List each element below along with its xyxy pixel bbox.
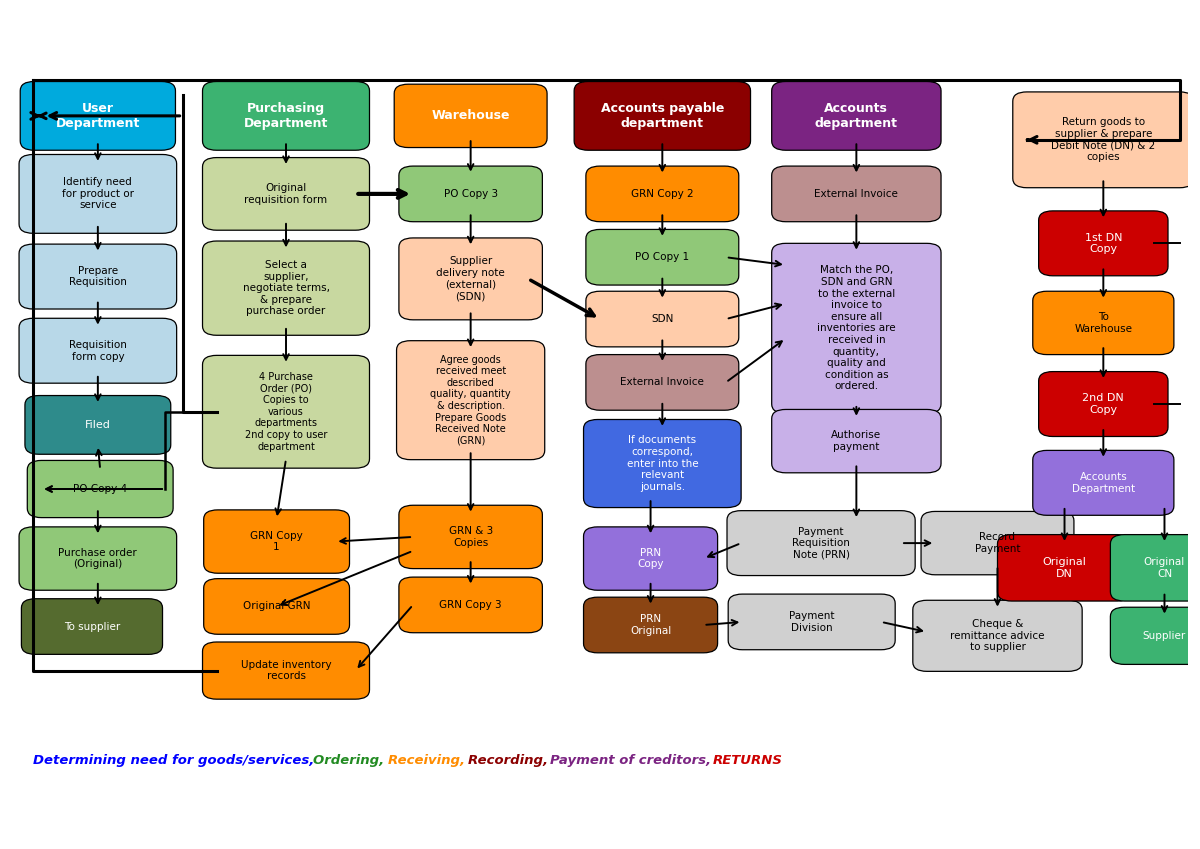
Text: GRN Copy 2: GRN Copy 2: [631, 188, 694, 199]
Text: Ordering,: Ordering,: [313, 755, 389, 767]
FancyBboxPatch shape: [203, 356, 370, 468]
Text: Update inventory
records: Update inventory records: [241, 660, 331, 682]
Text: Agree goods
received meet
described
quality, quantity
& description.
Prepare Goo: Agree goods received meet described qual…: [431, 355, 511, 446]
Text: SDN: SDN: [652, 314, 673, 324]
Text: PRN
Copy: PRN Copy: [637, 548, 664, 570]
Text: GRN & 3
Copies: GRN & 3 Copies: [449, 526, 493, 548]
FancyBboxPatch shape: [394, 84, 547, 148]
Text: RETURNS: RETURNS: [713, 755, 782, 767]
FancyBboxPatch shape: [398, 577, 542, 633]
Text: Purchasing
Department: Purchasing Department: [244, 102, 328, 130]
Text: 2nd DN
Copy: 2nd DN Copy: [1082, 393, 1124, 415]
Text: Payment
Requisition
Note (PRN): Payment Requisition Note (PRN): [792, 526, 850, 559]
FancyBboxPatch shape: [19, 318, 176, 383]
Text: Payment of creditors,: Payment of creditors,: [551, 755, 716, 767]
Text: Accounts payable
department: Accounts payable department: [601, 102, 724, 130]
FancyBboxPatch shape: [772, 409, 941, 473]
Text: Purchase order
(Original): Purchase order (Original): [59, 548, 137, 570]
FancyBboxPatch shape: [19, 155, 176, 233]
Text: Receiving,: Receiving,: [388, 755, 469, 767]
Text: External Invoice: External Invoice: [620, 378, 704, 387]
FancyBboxPatch shape: [1110, 607, 1200, 665]
FancyBboxPatch shape: [583, 597, 718, 653]
FancyBboxPatch shape: [586, 229, 739, 285]
FancyBboxPatch shape: [398, 238, 542, 320]
FancyBboxPatch shape: [727, 510, 916, 576]
FancyBboxPatch shape: [203, 642, 370, 700]
Text: Payment
Division: Payment Division: [788, 611, 834, 633]
Text: Original
DN: Original DN: [1043, 557, 1086, 579]
FancyBboxPatch shape: [772, 82, 941, 150]
Text: Determining need for goods/services,: Determining need for goods/services,: [34, 755, 319, 767]
FancyBboxPatch shape: [396, 340, 545, 459]
FancyBboxPatch shape: [922, 511, 1074, 575]
Text: Supplier
delivery note
(external)
(SDN): Supplier delivery note (external) (SDN): [437, 256, 505, 301]
Text: To supplier: To supplier: [64, 621, 120, 632]
Text: To
Warehouse: To Warehouse: [1074, 312, 1133, 334]
FancyBboxPatch shape: [1110, 535, 1200, 601]
FancyBboxPatch shape: [772, 166, 941, 222]
FancyBboxPatch shape: [19, 527, 176, 590]
FancyBboxPatch shape: [583, 419, 742, 508]
Text: GRN Copy
1: GRN Copy 1: [251, 531, 302, 553]
Text: 4 Purchase
Order (PO)
Copies to
various
departments
2nd copy to user
department: 4 Purchase Order (PO) Copies to various …: [245, 372, 328, 452]
Text: Original GRN: Original GRN: [242, 601, 311, 611]
Text: Cheque &
remittance advice
to supplier: Cheque & remittance advice to supplier: [950, 619, 1045, 652]
FancyBboxPatch shape: [203, 158, 370, 230]
FancyBboxPatch shape: [204, 579, 349, 634]
FancyBboxPatch shape: [19, 245, 176, 309]
Text: Supplier: Supplier: [1142, 631, 1186, 641]
FancyBboxPatch shape: [1013, 92, 1194, 188]
FancyBboxPatch shape: [398, 505, 542, 569]
Text: Original
CN: Original CN: [1144, 557, 1186, 579]
FancyBboxPatch shape: [1033, 450, 1174, 515]
Text: Recording,: Recording,: [468, 755, 552, 767]
Text: PO Copy 1: PO Copy 1: [635, 252, 689, 262]
Text: PO Copy 4: PO Copy 4: [73, 484, 127, 494]
FancyBboxPatch shape: [574, 82, 750, 150]
Text: External Invoice: External Invoice: [815, 188, 899, 199]
Text: User
Department: User Department: [55, 102, 140, 130]
Text: Filed: Filed: [85, 420, 110, 430]
Text: 1st DN
Copy: 1st DN Copy: [1085, 233, 1122, 254]
Text: Record
Payment: Record Payment: [974, 532, 1020, 554]
FancyBboxPatch shape: [22, 599, 162, 655]
FancyBboxPatch shape: [203, 241, 370, 335]
Text: PO Copy 3: PO Copy 3: [444, 188, 498, 199]
FancyBboxPatch shape: [1039, 211, 1168, 276]
Text: Requisition
form copy: Requisition form copy: [68, 340, 127, 362]
Text: Accounts
department: Accounts department: [815, 102, 898, 130]
FancyBboxPatch shape: [913, 600, 1082, 672]
Text: Authorise
payment: Authorise payment: [832, 430, 882, 452]
FancyBboxPatch shape: [997, 535, 1132, 601]
Text: Select a
supplier,
negotiate terms,
& prepare
purchase order: Select a supplier, negotiate terms, & pr…: [242, 260, 330, 317]
FancyBboxPatch shape: [728, 594, 895, 649]
Text: Original
requisition form: Original requisition form: [245, 183, 328, 205]
FancyBboxPatch shape: [25, 396, 170, 454]
Text: Warehouse: Warehouse: [431, 110, 510, 122]
Text: Match the PO,
SDN and GRN
to the external
invoice to
ensure all
inventories are
: Match the PO, SDN and GRN to the externa…: [817, 266, 895, 391]
Text: Accounts
Department: Accounts Department: [1072, 472, 1135, 493]
FancyBboxPatch shape: [772, 244, 941, 413]
Text: Identify need
for product or
service: Identify need for product or service: [62, 177, 134, 211]
FancyBboxPatch shape: [398, 166, 542, 222]
FancyBboxPatch shape: [586, 166, 739, 222]
Text: PRN
Original: PRN Original: [630, 614, 671, 636]
FancyBboxPatch shape: [1033, 291, 1174, 355]
FancyBboxPatch shape: [203, 82, 370, 150]
FancyBboxPatch shape: [20, 82, 175, 150]
FancyBboxPatch shape: [204, 510, 349, 573]
FancyBboxPatch shape: [586, 355, 739, 410]
Text: Return goods to
supplier & prepare
Debit Note (DN) & 2
copies: Return goods to supplier & prepare Debit…: [1051, 117, 1156, 162]
FancyBboxPatch shape: [1039, 372, 1168, 436]
Text: If documents
correspond,
enter into the
relevant
journals.: If documents correspond, enter into the …: [626, 436, 698, 492]
Text: Prepare
Requisition: Prepare Requisition: [68, 266, 127, 287]
FancyBboxPatch shape: [586, 291, 739, 347]
Text: GRN Copy 3: GRN Copy 3: [439, 600, 502, 610]
FancyBboxPatch shape: [28, 460, 173, 518]
FancyBboxPatch shape: [583, 527, 718, 590]
